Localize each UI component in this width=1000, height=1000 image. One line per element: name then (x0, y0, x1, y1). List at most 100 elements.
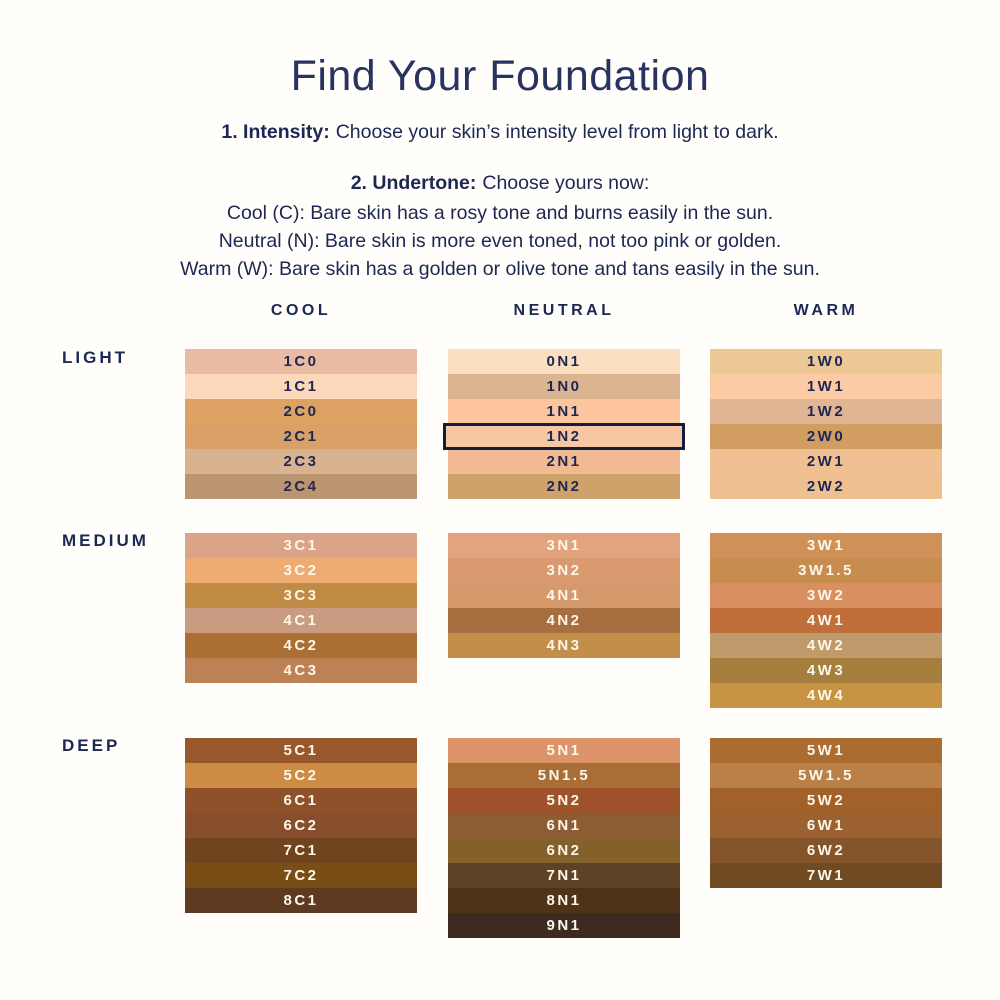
shade-swatch-5C1[interactable]: 5C1 (185, 738, 417, 763)
shade-swatch-4W4[interactable]: 4W4 (710, 683, 942, 708)
shade-swatch-8C1[interactable]: 8C1 (185, 888, 417, 913)
shade-swatch-5W2[interactable]: 5W2 (710, 788, 942, 813)
shade-swatch-6C2[interactable]: 6C2 (185, 813, 417, 838)
column-header-cool: COOL (270, 302, 332, 319)
shade-swatch-3C3[interactable]: 3C3 (185, 583, 417, 608)
undertone-step-text: Choose yours now: (482, 172, 650, 194)
shade-swatch-5N1[interactable]: 5N1 (448, 738, 680, 763)
shade-group-cool-deep: 5C1 5C2 6C1 6C2 7C1 7C2 8C1 (185, 738, 417, 913)
shade-label: 6W1 (806, 817, 846, 834)
shade-label: 5W1 (806, 742, 846, 759)
shade-label: 1C1 (283, 378, 319, 395)
column-header-neutral: NEUTRAL (513, 302, 615, 319)
shade-label: 4W2 (806, 637, 846, 654)
shade-swatch-1N1[interactable]: 1N1 (448, 399, 680, 424)
shade-swatch-4W1[interactable]: 4W1 (710, 608, 942, 633)
shade-label: 9N1 (546, 917, 582, 934)
shade-label: 1W2 (806, 403, 846, 420)
shade-swatch-2W2[interactable]: 2W2 (710, 474, 942, 499)
shade-swatch-1W1[interactable]: 1W1 (710, 374, 942, 399)
shade-label: 2N1 (546, 453, 582, 470)
row-label-light: LIGHT (62, 348, 128, 367)
shade-swatch-5C2[interactable]: 5C2 (185, 763, 417, 788)
shade-label: 8N1 (546, 892, 582, 909)
shade-label: 4C2 (283, 637, 319, 654)
shade-swatch-3W1.5[interactable]: 3W1.5 (710, 558, 942, 583)
shade-swatch-9N1[interactable]: 9N1 (448, 913, 680, 938)
shade-swatch-3C2[interactable]: 3C2 (185, 558, 417, 583)
shade-swatch-7W1[interactable]: 7W1 (710, 863, 942, 888)
shade-label: 1N1 (546, 403, 582, 420)
shade-swatch-2C4[interactable]: 2C4 (185, 474, 417, 499)
shade-swatch-3W2[interactable]: 3W2 (710, 583, 942, 608)
undertone-warm-description: Warm (W): Bare skin has a golden or oliv… (180, 258, 820, 280)
shade-swatch-7C1[interactable]: 7C1 (185, 838, 417, 863)
shade-label: 1W1 (806, 378, 846, 395)
shade-group-warm-deep: 5W1 5W1.5 5W2 6W1 6W2 7W1 (710, 738, 942, 888)
intensity-step-label: 1. Intensity: (221, 121, 330, 143)
shade-swatch-6W1[interactable]: 6W1 (710, 813, 942, 838)
shade-swatch-1N0[interactable]: 1N0 (448, 374, 680, 399)
shade-label: 2W0 (806, 428, 846, 445)
shade-swatch-4W3[interactable]: 4W3 (710, 658, 942, 683)
shade-swatch-7N1[interactable]: 7N1 (448, 863, 680, 888)
shade-swatch-2N1[interactable]: 2N1 (448, 449, 680, 474)
shade-label: 5N1 (546, 742, 582, 759)
shade-label: 3N2 (546, 562, 582, 579)
shade-label: 5N2 (546, 792, 582, 809)
shade-swatch-1C0[interactable]: 1C0 (185, 349, 417, 374)
shade-swatch-1N2[interactable]: 1N2 (443, 423, 685, 450)
shade-swatch-4N2[interactable]: 4N2 (448, 608, 680, 633)
shade-label: 7C2 (283, 867, 319, 884)
shade-label: 8C1 (283, 892, 319, 909)
shade-swatch-1W0[interactable]: 1W0 (710, 349, 942, 374)
shade-group-neutral-light: 0N1 1N0 1N1 1N2 2N1 2N2 (443, 349, 685, 499)
shade-group-warm-medium: 3W1 3W1.5 3W2 4W1 4W2 4W3 4W4 (710, 533, 942, 708)
shade-swatch-2N2[interactable]: 2N2 (448, 474, 680, 499)
shade-swatch-2C0[interactable]: 2C0 (185, 399, 417, 424)
shade-label: 4W3 (806, 662, 846, 679)
shade-label: 5W1.5 (798, 767, 854, 784)
shade-swatch-5W1.5[interactable]: 5W1.5 (710, 763, 942, 788)
shade-label: 2C1 (283, 428, 319, 445)
shade-swatch-0N1[interactable]: 0N1 (448, 349, 680, 374)
shade-swatch-4N1[interactable]: 4N1 (448, 583, 680, 608)
shade-swatch-2W1[interactable]: 2W1 (710, 449, 942, 474)
shade-swatch-4C1[interactable]: 4C1 (185, 608, 417, 633)
shade-swatch-8N1[interactable]: 8N1 (448, 888, 680, 913)
shade-group-neutral-deep: 5N1 5N1.5 5N2 6N1 6N2 7N1 8N1 9N1 (448, 738, 680, 938)
shade-swatch-5N2[interactable]: 5N2 (448, 788, 680, 813)
shade-swatch-3W1[interactable]: 3W1 (710, 533, 942, 558)
shade-swatch-3N1[interactable]: 3N1 (448, 533, 680, 558)
shade-swatch-7C2[interactable]: 7C2 (185, 863, 417, 888)
shade-swatch-6W2[interactable]: 6W2 (710, 838, 942, 863)
shade-label: 4W1 (806, 612, 846, 629)
shade-label: 5N1.5 (537, 767, 591, 784)
shade-label: 2W2 (806, 478, 846, 495)
shade-swatch-2C3[interactable]: 2C3 (185, 449, 417, 474)
shade-label: 7C1 (283, 842, 319, 859)
shade-swatch-1W2[interactable]: 1W2 (710, 399, 942, 424)
shade-swatch-5W1[interactable]: 5W1 (710, 738, 942, 763)
shade-swatch-5N1.5[interactable]: 5N1.5 (448, 763, 680, 788)
shade-swatch-2C1[interactable]: 2C1 (185, 424, 417, 449)
shade-group-cool-light: 1C0 1C1 2C0 2C1 2C3 2C4 (185, 349, 417, 499)
shade-label: 7W1 (806, 867, 846, 884)
shade-label: 5C1 (283, 742, 319, 759)
shade-swatch-1C1[interactable]: 1C1 (185, 374, 417, 399)
shade-swatch-6C1[interactable]: 6C1 (185, 788, 417, 813)
shade-swatch-3C1[interactable]: 3C1 (185, 533, 417, 558)
shade-swatch-6N1[interactable]: 6N1 (448, 813, 680, 838)
shade-group-neutral-medium: 3N1 3N2 4N1 4N2 4N3 (448, 533, 680, 658)
shade-swatch-4N3[interactable]: 4N3 (448, 633, 680, 658)
shade-swatch-4C2[interactable]: 4C2 (185, 633, 417, 658)
intensity-step-text: Choose your skin’s intensity level from … (335, 121, 779, 143)
undertone-step-label: 2. Undertone: (350, 172, 477, 194)
shade-swatch-4C3[interactable]: 4C3 (185, 658, 417, 683)
shade-swatch-6N2[interactable]: 6N2 (448, 838, 680, 863)
shade-swatch-2W0[interactable]: 2W0 (710, 424, 942, 449)
shade-swatch-3N2[interactable]: 3N2 (448, 558, 680, 583)
shade-swatch-4W2[interactable]: 4W2 (710, 633, 942, 658)
undertone-instruction: 2. Undertone: Choose yours now: (0, 171, 1000, 195)
shade-label: 2C4 (283, 478, 319, 495)
